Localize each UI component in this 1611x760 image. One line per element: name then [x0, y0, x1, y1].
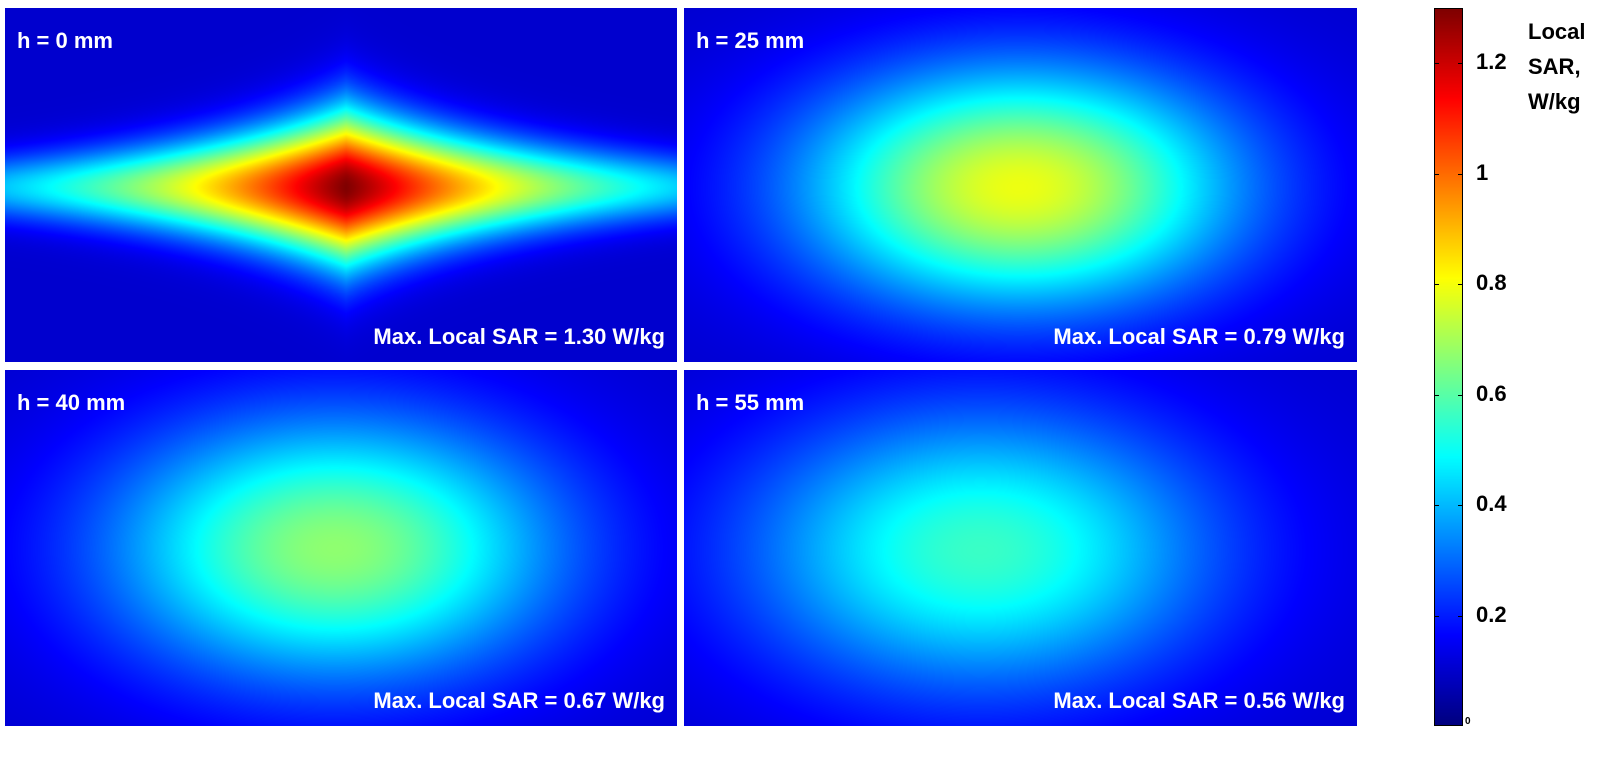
heatmap-canvas	[5, 370, 677, 726]
panel-height-label: h = 25 mm	[696, 28, 805, 53]
colorbar-title-line: SAR,	[1528, 54, 1581, 79]
heatmap-panel-h25: h = 25 mm Max. Local SAR = 0.79 W/kg	[684, 8, 1357, 362]
colorbar-tick-label: 0.6	[1476, 380, 1507, 406]
colorbar-tick-label: 0.4	[1476, 491, 1507, 517]
colorbar-tick-label: 1	[1476, 159, 1489, 185]
heatmap-panel-h55: h = 55 mm Max. Local SAR = 0.56 W/kg	[684, 370, 1357, 726]
colorbar	[1434, 8, 1463, 726]
colorbar-tick-mark	[1458, 63, 1463, 65]
panel-height-label: h = 40 mm	[17, 390, 126, 415]
colorbar-tick-mark	[1458, 615, 1463, 617]
colorbar-tick-mark	[1434, 394, 1439, 396]
panel-max-sar-label: Max. Local SAR = 0.67 W/kg	[373, 688, 665, 713]
colorbar-title-line: Local	[1528, 19, 1586, 44]
colorbar-tick-mark	[1434, 505, 1439, 507]
heatmap-canvas	[5, 8, 677, 362]
colorbar-tick-label: 0.2	[1476, 601, 1507, 627]
colorbar-tick-label: 0.8	[1476, 270, 1507, 296]
colorbar-tick-mark	[1458, 394, 1463, 396]
heatmap-panel-h0: h = 0 mm Max. Local SAR = 1.30 W/kg	[5, 8, 677, 362]
panel-height-label: h = 0 mm	[17, 28, 113, 53]
colorbar-title: Local SAR, W/kg	[1528, 14, 1585, 119]
panel-max-sar-label: Max. Local SAR = 0.79 W/kg	[1053, 324, 1345, 349]
colorbar-tick-mark	[1434, 284, 1439, 286]
colorbar-tick-mark	[1434, 63, 1439, 65]
colorbar-gradient	[1435, 9, 1462, 725]
colorbar-tick-mark	[1434, 173, 1439, 175]
colorbar-tick-mark	[1458, 284, 1463, 286]
colorbar-tick-mark	[1458, 173, 1463, 175]
colorbar-tick-mark	[1458, 505, 1463, 507]
heatmap-panel-h40: h = 40 mm Max. Local SAR = 0.67 W/kg	[5, 370, 677, 726]
colorbar-tick-mark	[1434, 615, 1439, 617]
heatmap-canvas	[684, 370, 1357, 726]
panel-max-sar-label: Max. Local SAR = 1.30 W/kg	[373, 324, 665, 349]
panel-max-sar-label: Max. Local SAR = 0.56 W/kg	[1053, 688, 1345, 713]
heatmap-canvas	[684, 8, 1357, 362]
colorbar-tick-label: 1.2	[1476, 49, 1507, 75]
panel-height-label: h = 55 mm	[696, 390, 805, 415]
colorbar-min-label: 0	[1465, 716, 1471, 727]
colorbar-title-line: W/kg	[1528, 89, 1581, 114]
